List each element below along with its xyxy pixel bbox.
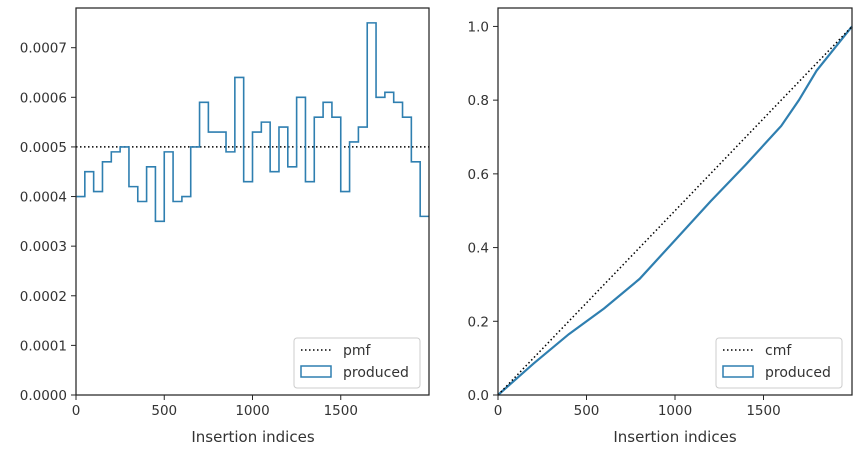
cmf-x-axis-title: Insertion indices: [613, 428, 736, 446]
pmf-x-tick-label: 0: [72, 403, 81, 419]
pmf-plot-area: [76, 22, 429, 223]
pmf-y-tick-label: 0.0004: [20, 190, 67, 206]
pmf-axes-frame: [75, 7, 430, 396]
pmf-y-tick-label: 0.0007: [20, 41, 67, 57]
cmf-x-tick-label: 0: [494, 403, 503, 419]
pmf-histogram-panel: 0 500 1000 1500 0.00000.00010.00020.00030.0…: [20, 7, 430, 446]
pmf-y-tick-label: 0.0000: [20, 388, 67, 404]
cmf-y-tick-label: 0.0: [468, 388, 489, 404]
cmf-legend-cmf-label: cmf: [765, 343, 792, 359]
cmf-y-ticks: 0.0 0.2 0.4 0.6 0.8 1.0: [468, 19, 498, 404]
cmf-x-tick-label: 1500: [746, 403, 780, 419]
cmf-y-tick-label: 0.4: [468, 241, 489, 257]
pmf-legend: pmf produced: [293, 337, 421, 389]
cmf-reference-line: [497, 25, 853, 396]
cmf-x-tick-label: 1000: [658, 403, 692, 419]
pmf-y-tick-label: 0.0002: [20, 289, 67, 305]
pmf-y-ticks: 0.0000 0.0001 0.0002 0.0003 0.0004 0.0005 0.00…: [20, 41, 76, 404]
cmf-panel: 0 500 1000 1500 0.0 0.2 0.4 0.6 0.8 1.0 Insertio…: [468, 7, 853, 446]
pmf-x-tick-label: 500: [151, 403, 177, 419]
pmf-y-tick-label: 0.0005: [20, 140, 67, 156]
cmf-plot-area: [497, 25, 853, 396]
produced-cumulative-line: [497, 25, 853, 396]
pmf-legend-produced-label: produced: [343, 365, 409, 381]
pmf-legend-pmf-label: pmf: [343, 343, 372, 359]
cmf-legend-produced-label: produced: [765, 365, 831, 381]
pmf-y-tick-label: 0.0006: [20, 90, 67, 106]
cmf-y-tick-label: 1.0: [468, 19, 489, 35]
pmf-y-tick-label: 0.0003: [20, 239, 67, 255]
pmf-x-axis-title: Insertion indices: [191, 428, 314, 446]
cmf-y-tick-label: 0.2: [468, 314, 489, 330]
cmf-legend-produced-swatch: [722, 365, 754, 378]
pmf-legend-produced-swatch: [300, 365, 332, 378]
cmf-x-ticks: 0 500 1000 1500: [494, 395, 781, 419]
cmf-x-tick-label: 500: [574, 403, 600, 419]
cmf-y-tick-label: 0.6: [468, 167, 489, 183]
produced-histogram-step: [76, 22, 429, 223]
cmf-legend: cmf produced: [715, 337, 843, 389]
pmf-x-tick-label: 1500: [324, 403, 358, 419]
cmf-axes-frame: [497, 7, 853, 396]
pmf-x-tick-label: 1000: [235, 403, 269, 419]
pmf-x-ticks: 0 500 1000 1500: [72, 395, 358, 419]
cmf-y-tick-label: 0.8: [468, 93, 489, 109]
pmf-y-tick-label: 0.0001: [20, 338, 67, 354]
